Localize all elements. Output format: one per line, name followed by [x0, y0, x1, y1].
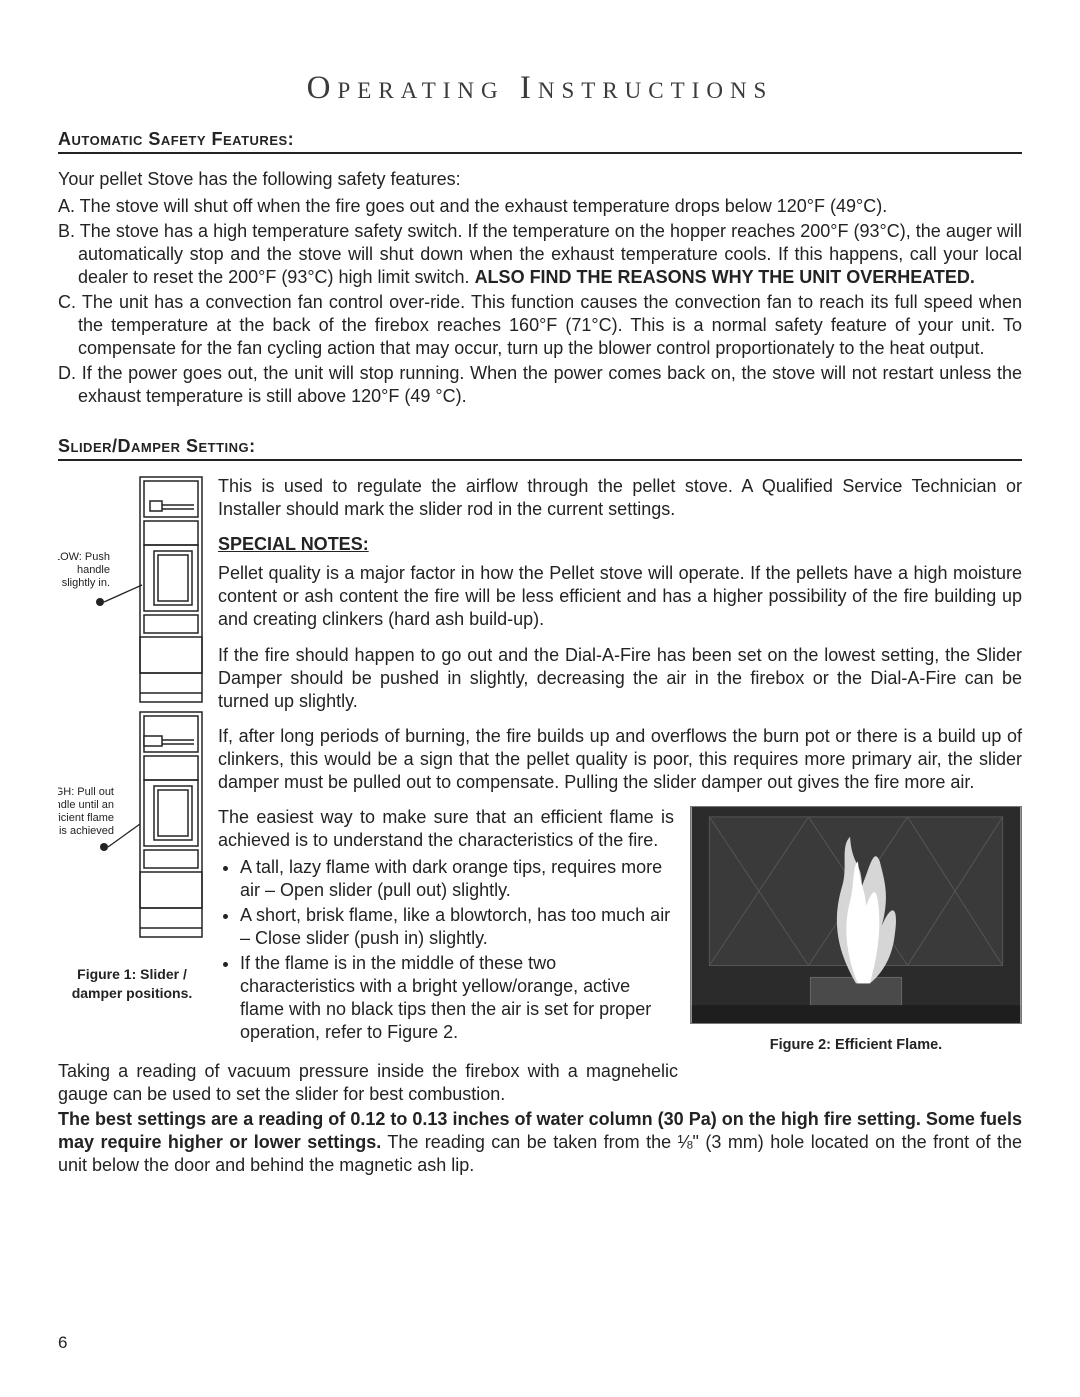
safety-heading: Automatic Safety Features: — [58, 129, 1022, 154]
slider-diagram-svg: LOW: Push handle slightly in. — [58, 475, 206, 955]
safety-item-b-bold: ALSO FIND THE REASONS WHY THE UNIT OVERH… — [475, 267, 975, 287]
page-number: 6 — [58, 1333, 67, 1353]
fig1-high-l3: efficient flame — [58, 812, 114, 824]
flame-bullets: A tall, lazy flame with dark orange tips… — [218, 856, 674, 1044]
slider-text-column: This is used to regulate the airflow thr… — [218, 475, 1022, 1054]
bullet-2: A short, brisk flame, like a blowtorch, … — [240, 904, 674, 950]
after-figures-text: Taking a reading of vacuum pressure insi… — [58, 1060, 1022, 1177]
fig1-low-l3: slightly in. — [62, 577, 110, 589]
flame-image-svg — [690, 806, 1022, 1024]
bullet-1: A tall, lazy flame with dark orange tips… — [240, 856, 674, 902]
slider-p6: Taking a reading of vacuum pressure insi… — [58, 1060, 678, 1106]
slider-p7: The best settings are a reading of 0.12 … — [58, 1108, 1022, 1177]
figure-2-caption: Figure 2: Efficient Flame. — [690, 1036, 1022, 1055]
fig1-low-l2: handle — [77, 564, 110, 576]
safety-item-b: B. The stove has a high temperature safe… — [58, 220, 1022, 289]
flame-row: The easiest way to make sure that an eff… — [218, 806, 1022, 1055]
slider-p4: If, after long periods of burning, the f… — [218, 725, 1022, 794]
figure-1: LOW: Push handle slightly in. — [58, 475, 206, 1001]
figure-2: Figure 2: Efficient Flame. — [690, 806, 1022, 1055]
fig1-high-l2: handle until an — [58, 799, 114, 811]
page-title: Operating Instructions — [58, 70, 1022, 107]
safety-list: A. The stove will shut off when the fire… — [58, 195, 1022, 408]
bullet-3: If the flame is in the middle of these t… — [240, 952, 674, 1044]
special-notes-heading: SPECIAL NOTES: — [218, 533, 1022, 556]
safety-item-a: A. The stove will shut off when the fire… — [58, 195, 1022, 218]
fig1-high-l4: is achieved — [59, 825, 114, 837]
safety-intro: Your pellet Stove has the following safe… — [58, 168, 1022, 191]
slider-p1: This is used to regulate the airflow thr… — [218, 475, 1022, 521]
slider-p5: The easiest way to make sure that an eff… — [218, 806, 674, 852]
fig1-low-l1: LOW: Push — [58, 551, 110, 563]
figure-1-caption: Figure 1: Slider / damper positions. — [58, 965, 206, 1001]
fig1-high-l1: HIGH: Pull out — [58, 786, 114, 798]
safety-item-c: C. The unit has a convection fan control… — [58, 291, 1022, 360]
document-page: Operating Instructions Automatic Safety … — [0, 0, 1080, 1397]
slider-section: LOW: Push handle slightly in. — [58, 475, 1022, 1177]
slider-heading: Slider/Damper Setting: — [58, 436, 1022, 461]
slider-p2: Pellet quality is a major factor in how … — [218, 562, 1022, 631]
slider-p3: If the fire should happen to go out and … — [218, 644, 1022, 713]
safety-item-d: D. If the power goes out, the unit will … — [58, 362, 1022, 408]
flame-text-column: The easiest way to make sure that an eff… — [218, 806, 674, 1046]
